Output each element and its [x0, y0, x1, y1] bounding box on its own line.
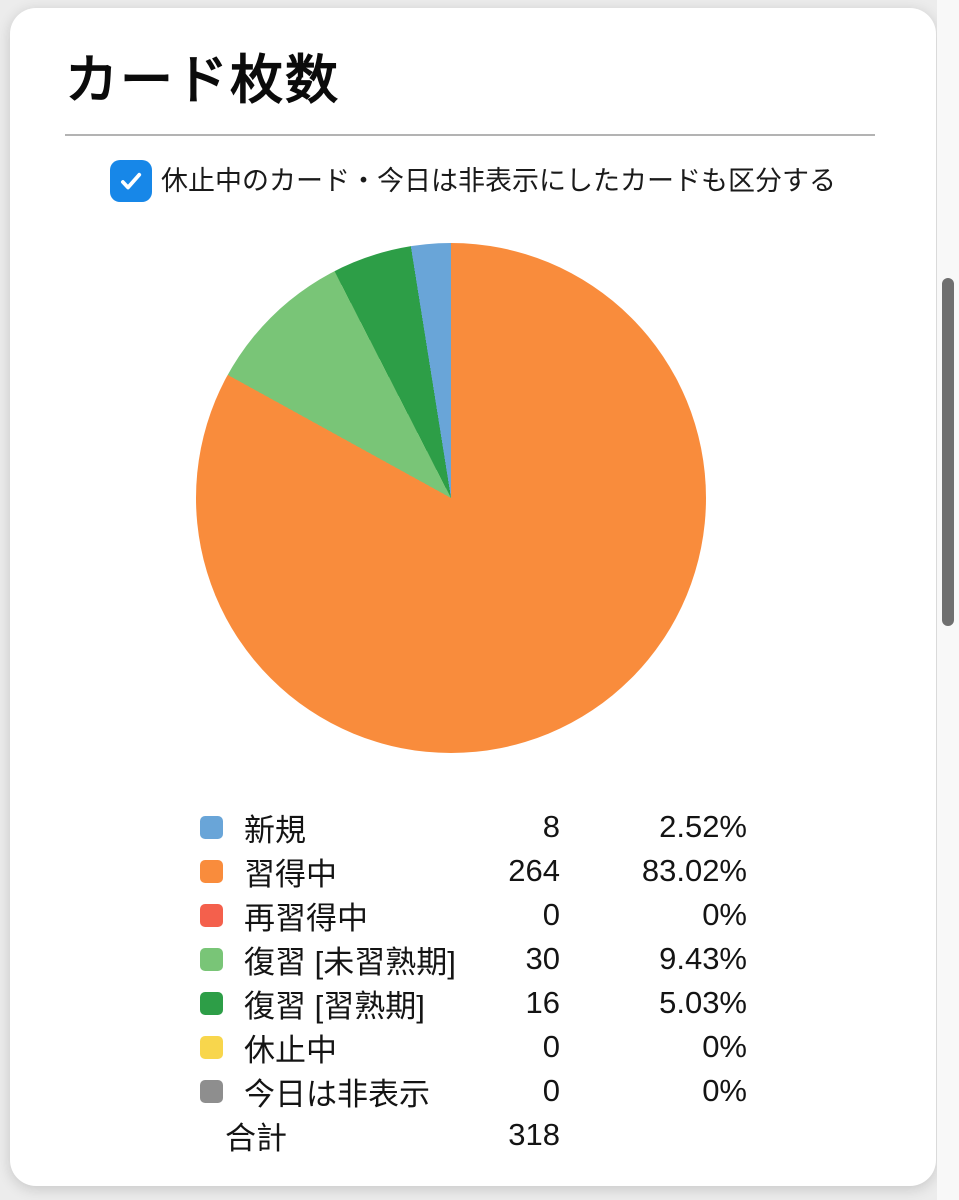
legend-percent: 0% [702, 1029, 747, 1064]
page-title: カード枚数 [65, 51, 340, 110]
legend-swatch [200, 1035, 223, 1059]
checkmark-icon [121, 172, 142, 190]
legend-count: 0 [542, 1073, 560, 1108]
legend-label: 復習 [未習熟期] [244, 944, 456, 980]
total-row-wrap: 合計 318 [200, 1113, 747, 1157]
legend-label: 復習 [習熟期] [244, 988, 425, 1024]
legend-count: 0 [542, 897, 560, 932]
legend-label: 今日は非表示 [244, 1076, 430, 1112]
checkbox-label: 休止中のカード・今日は非表示にしたカードも区分する [161, 166, 836, 196]
legend-percent: 2.52% [659, 809, 747, 844]
split-option-row: 休止中のカード・今日は非表示にしたカードも区分する [10, 160, 936, 202]
legend-count: 8 [542, 809, 560, 844]
scrollbar-track [937, 0, 959, 1200]
chart-legend: 新規 8 2.52% 習得中 264 83.02% 再習得中 0 0% 復習 [未習熟期] 30 9.… [200, 805, 747, 1113]
legend-row: 新規 8 2.52% [200, 805, 747, 849]
legend-row: 再習得中 0 0% [200, 893, 747, 937]
legend-label: 再習得中 [244, 900, 368, 936]
legend-label: 休止中 [244, 1032, 337, 1068]
legend-row: 復習 [未習熟期] 30 9.43% [200, 937, 747, 981]
legend-percent: 0% [702, 897, 747, 932]
legend-label: 新規 [244, 812, 306, 848]
legend-count: 264 [508, 853, 560, 888]
legend-count: 16 [525, 985, 560, 1020]
legend-percent: 83.02% [641, 853, 747, 888]
total-row: 合計 318 [200, 1113, 747, 1157]
split-suspended-checkbox[interactable] [110, 160, 152, 202]
legend-swatch [200, 991, 223, 1015]
legend-swatch [200, 1079, 223, 1103]
legend-percent: 9.43% [659, 941, 747, 976]
legend-row: 復習 [習熟期] 16 5.03% [200, 981, 747, 1025]
legend-row: 今日は非表示 0 0% [200, 1069, 747, 1113]
total-count: 318 [508, 1117, 560, 1152]
legend-swatch [200, 859, 223, 883]
legend-count: 30 [525, 941, 560, 976]
legend-swatch [200, 947, 223, 971]
legend-percent: 0% [702, 1073, 747, 1108]
legend-swatch [200, 815, 223, 839]
legend-row: 休止中 0 0% [200, 1025, 747, 1069]
legend-swatch [200, 903, 223, 927]
pie-chart [196, 243, 706, 753]
total-label: 合計 [225, 1120, 287, 1156]
title-divider [65, 134, 875, 136]
legend-count: 0 [542, 1029, 560, 1064]
stats-card: カード枚数 休止中のカード・今日は非表示にしたカードも区分する 新規 8 2.52%… [10, 8, 936, 1186]
scrollbar-thumb[interactable] [942, 278, 954, 626]
legend-label: 習得中 [244, 856, 337, 892]
legend-row: 習得中 264 83.02% [200, 849, 747, 893]
legend-percent: 5.03% [659, 985, 747, 1020]
